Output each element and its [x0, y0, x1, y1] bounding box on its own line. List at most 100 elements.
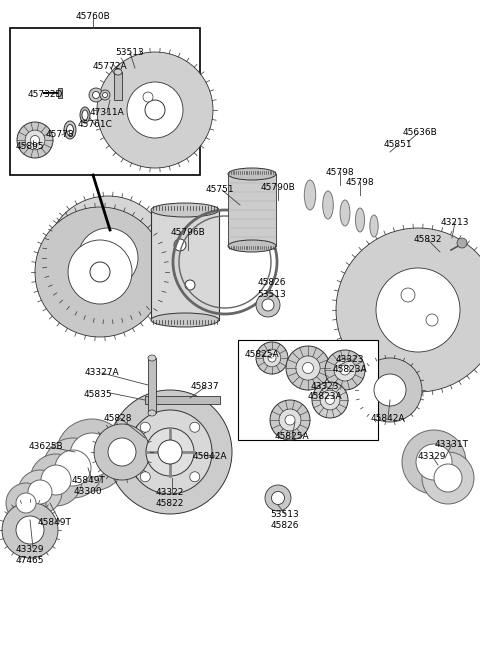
Circle shape — [146, 428, 194, 476]
Circle shape — [6, 483, 46, 523]
Circle shape — [174, 239, 186, 251]
Circle shape — [30, 454, 82, 506]
Circle shape — [190, 422, 200, 432]
Circle shape — [388, 280, 448, 340]
Text: 45732D: 45732D — [28, 90, 63, 99]
Circle shape — [133, 88, 177, 132]
Bar — [145, 396, 220, 404]
Text: 45772A: 45772A — [93, 62, 127, 71]
Circle shape — [376, 268, 460, 352]
Circle shape — [17, 122, 53, 158]
Circle shape — [256, 342, 288, 374]
Text: 43329: 43329 — [16, 545, 44, 554]
Text: 45751: 45751 — [206, 185, 234, 194]
Circle shape — [140, 422, 150, 432]
Circle shape — [78, 228, 138, 288]
Text: 45798: 45798 — [346, 178, 374, 187]
Ellipse shape — [228, 168, 276, 180]
Circle shape — [143, 92, 153, 102]
Circle shape — [402, 430, 466, 494]
Circle shape — [185, 280, 195, 290]
Circle shape — [262, 299, 274, 311]
Circle shape — [97, 52, 213, 168]
Text: 45849T: 45849T — [38, 518, 72, 527]
Circle shape — [108, 438, 136, 466]
Text: 45760B: 45760B — [76, 12, 110, 21]
Bar — [10, 28, 200, 175]
Text: 43329: 43329 — [418, 452, 446, 461]
Circle shape — [16, 493, 36, 513]
Circle shape — [358, 358, 422, 422]
Ellipse shape — [176, 444, 201, 476]
Circle shape — [25, 130, 45, 150]
Circle shape — [56, 419, 128, 491]
Ellipse shape — [64, 121, 76, 139]
Text: 45778: 45778 — [46, 130, 74, 139]
Circle shape — [41, 465, 71, 495]
Text: 45798: 45798 — [326, 168, 354, 177]
Circle shape — [80, 252, 120, 292]
Circle shape — [426, 314, 438, 326]
Text: 45828: 45828 — [104, 414, 132, 423]
Text: 43322: 43322 — [156, 488, 184, 497]
Ellipse shape — [80, 107, 90, 123]
Circle shape — [2, 502, 58, 558]
Circle shape — [190, 472, 200, 482]
Bar — [114, 72, 122, 100]
Ellipse shape — [151, 313, 219, 327]
Circle shape — [434, 464, 462, 492]
Circle shape — [296, 356, 320, 380]
Text: 43213: 43213 — [441, 218, 469, 227]
Text: 45826: 45826 — [258, 278, 286, 287]
Ellipse shape — [228, 240, 276, 252]
Circle shape — [374, 374, 406, 406]
Circle shape — [28, 480, 52, 504]
Ellipse shape — [355, 208, 365, 232]
Circle shape — [325, 350, 365, 390]
Circle shape — [89, 88, 103, 102]
Circle shape — [263, 349, 281, 367]
Text: 45822: 45822 — [156, 499, 184, 508]
Text: 45636B: 45636B — [403, 128, 437, 137]
Bar — [151, 210, 219, 320]
Circle shape — [145, 100, 165, 120]
Text: 43331T: 43331T — [435, 440, 469, 449]
Circle shape — [312, 382, 348, 418]
Ellipse shape — [304, 180, 316, 210]
Text: 45790B: 45790B — [261, 183, 295, 192]
Circle shape — [320, 390, 340, 410]
Text: 43327A: 43327A — [84, 368, 120, 377]
Text: 45826: 45826 — [271, 521, 299, 530]
Text: 47311A: 47311A — [90, 108, 124, 117]
Circle shape — [268, 354, 276, 362]
Circle shape — [416, 444, 452, 480]
Text: 45842A: 45842A — [193, 452, 227, 461]
Circle shape — [70, 433, 114, 477]
Circle shape — [336, 228, 480, 392]
Text: 53513: 53513 — [116, 48, 144, 57]
Text: 53513: 53513 — [258, 290, 287, 299]
Circle shape — [302, 363, 313, 373]
Circle shape — [158, 440, 182, 464]
Circle shape — [127, 82, 183, 138]
Circle shape — [18, 470, 62, 514]
Circle shape — [90, 262, 110, 282]
Circle shape — [16, 516, 44, 544]
Text: 43323: 43323 — [311, 382, 339, 391]
Ellipse shape — [114, 69, 122, 75]
Circle shape — [272, 491, 285, 504]
Circle shape — [279, 409, 301, 431]
Circle shape — [93, 91, 99, 98]
Circle shape — [457, 238, 467, 248]
Text: 45842A: 45842A — [371, 414, 405, 423]
Text: 53513: 53513 — [271, 510, 300, 519]
Text: 45823A: 45823A — [308, 392, 342, 401]
Text: 45835: 45835 — [84, 390, 112, 399]
Ellipse shape — [67, 125, 73, 136]
Text: 43300: 43300 — [74, 487, 102, 496]
Ellipse shape — [370, 215, 378, 237]
Text: 45851: 45851 — [384, 140, 412, 149]
Text: 45823A: 45823A — [333, 365, 367, 374]
Ellipse shape — [168, 435, 208, 485]
Circle shape — [265, 485, 291, 511]
